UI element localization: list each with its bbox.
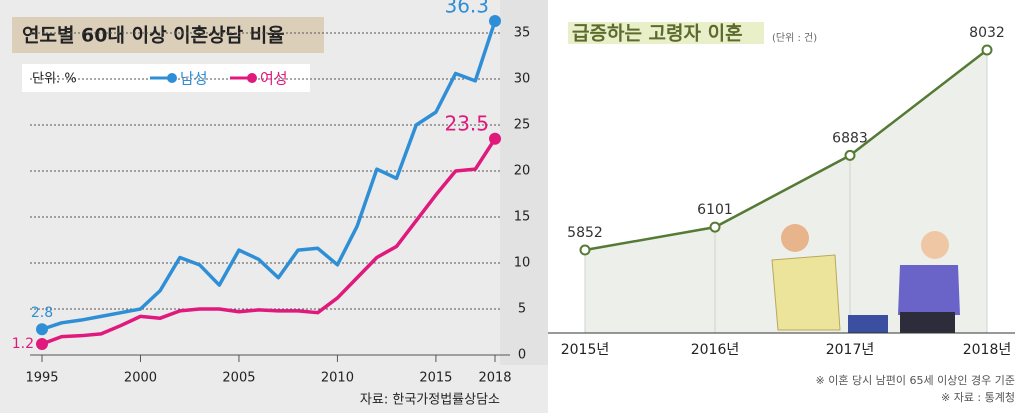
chart-title: 연도별 60대 이상 이혼상담 비율 bbox=[22, 24, 285, 47]
y-tick-label: 25 bbox=[514, 118, 531, 133]
point bbox=[709, 221, 721, 233]
legend-label: 여성 bbox=[260, 70, 288, 88]
left-panel bbox=[0, 0, 548, 413]
x-tick-label: 2018 bbox=[478, 371, 511, 386]
illustration bbox=[921, 231, 949, 259]
point bbox=[36, 323, 48, 336]
x-tick-label: 2005 bbox=[222, 371, 255, 386]
title-box bbox=[12, 17, 324, 53]
y-tick-label: 5 bbox=[518, 302, 526, 317]
series-line bbox=[41, 20, 497, 331]
x-tick-label: 2016년 bbox=[691, 342, 740, 358]
y-tick-label: 20 bbox=[514, 164, 531, 179]
value-label: 36.3 bbox=[444, 0, 489, 18]
legend-dot bbox=[167, 73, 177, 83]
note: ※ 자료 : 통계청 bbox=[941, 391, 1015, 404]
x-tick-label: 2018년 bbox=[963, 342, 1012, 358]
point bbox=[579, 244, 591, 256]
note: ※ 이혼 당시 남편이 65세 이상인 경우 기준 bbox=[816, 374, 1016, 387]
value-label: 23.5 bbox=[444, 111, 489, 135]
illustration bbox=[771, 254, 841, 331]
legend-dot bbox=[247, 73, 257, 83]
illustration bbox=[781, 224, 809, 252]
point bbox=[36, 337, 48, 350]
chart-title: 급증하는 고령자 이혼 bbox=[572, 22, 743, 45]
unit-label: (단위 : 건) bbox=[772, 31, 817, 44]
y-tick-label: 35 bbox=[514, 26, 531, 41]
point bbox=[489, 15, 501, 28]
value-label: 2.8 bbox=[31, 305, 53, 321]
y-tick-label: 30 bbox=[514, 72, 531, 87]
point bbox=[844, 149, 856, 161]
value-label: 8032 bbox=[969, 25, 1005, 41]
illustration bbox=[898, 265, 960, 315]
legend-label: 남성 bbox=[180, 70, 208, 88]
x-tick-label: 2010 bbox=[321, 371, 354, 386]
value-label: 1.2 bbox=[12, 336, 34, 352]
x-tick-label: 1995 bbox=[25, 371, 58, 386]
area bbox=[585, 50, 987, 333]
point bbox=[981, 44, 993, 56]
source: 자료: 한국가정법률상담소 bbox=[360, 393, 500, 408]
title-box bbox=[568, 22, 764, 44]
x-tick-label: 2000 bbox=[124, 371, 157, 386]
y-tick-label: 15 bbox=[514, 210, 531, 225]
series-line bbox=[584, 49, 988, 252]
x-tick-label: 2017년 bbox=[826, 342, 875, 358]
value-label: 6101 bbox=[697, 202, 733, 218]
x-tick-label: 2015년 bbox=[561, 342, 610, 358]
y-tick-label: 10 bbox=[514, 256, 531, 271]
point bbox=[489, 132, 501, 145]
value-label: 6883 bbox=[832, 130, 868, 146]
y-tick-label: 0 bbox=[518, 348, 526, 363]
axis-band bbox=[500, 0, 548, 365]
value-label: 5852 bbox=[567, 225, 603, 241]
illustration bbox=[848, 315, 888, 333]
series-line bbox=[41, 137, 497, 346]
x-tick-label: 2015 bbox=[419, 371, 452, 386]
illustration bbox=[900, 312, 955, 333]
